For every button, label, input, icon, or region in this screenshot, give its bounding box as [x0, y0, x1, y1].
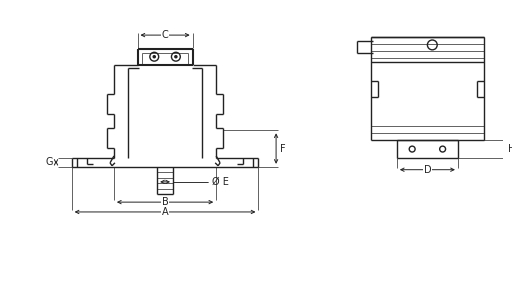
Text: A: A — [162, 207, 168, 217]
Circle shape — [174, 55, 178, 58]
Text: C: C — [162, 30, 168, 40]
Text: G: G — [46, 157, 53, 167]
Text: Ø E: Ø E — [212, 177, 229, 187]
Text: D: D — [423, 165, 431, 175]
Text: H: H — [508, 144, 512, 154]
Text: F: F — [280, 144, 286, 154]
Circle shape — [153, 55, 156, 58]
Text: B: B — [162, 197, 168, 207]
